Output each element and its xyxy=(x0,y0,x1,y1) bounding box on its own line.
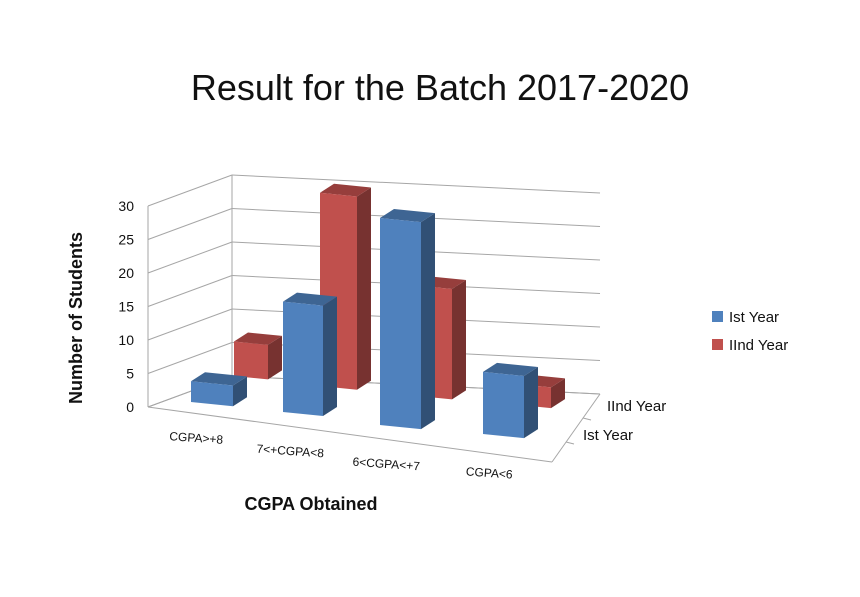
legend-label-ist-year: Ist Year xyxy=(729,309,779,326)
bar-top-face xyxy=(380,208,435,223)
bar-front-face xyxy=(234,341,268,380)
bar-side-face xyxy=(452,279,466,400)
x-category-label: CGPA>+8 xyxy=(169,429,224,447)
bar-side-face xyxy=(233,376,247,407)
bar-side-face xyxy=(268,335,282,380)
floor-right-edge xyxy=(551,393,601,463)
x-category-labels: CGPA>+8 7<+CGPA<8 6<CGPA<+7 CGPA<6 xyxy=(169,429,513,481)
y-axis-title: Number of Students xyxy=(66,232,86,404)
bar-ist-year-3 xyxy=(380,208,435,430)
bar-ist-year-4 xyxy=(483,362,538,439)
y-tick-label: 10 xyxy=(118,332,134,348)
bar-ist-year-1 xyxy=(191,372,247,407)
bar-top-face xyxy=(234,332,282,345)
bar-iind-year-1 xyxy=(234,332,282,380)
bars-ist-year xyxy=(191,208,538,439)
bar-ist-year-2 xyxy=(283,292,337,416)
chart-title: Result for the Batch 2017-2020 xyxy=(191,67,689,108)
gridline-left-wall xyxy=(147,308,233,341)
gridline-left-wall xyxy=(147,208,233,240)
bar-front-face xyxy=(380,217,421,430)
bar-side-face xyxy=(357,187,371,390)
y-tick-labels: 0 5 10 15 20 25 30 xyxy=(118,198,134,415)
x-category-label: CGPA<6 xyxy=(465,464,513,481)
y-tick-label: 0 xyxy=(126,399,134,415)
bar-top-face xyxy=(483,362,538,376)
bar-front-face xyxy=(283,301,323,416)
bar-top-face xyxy=(283,292,337,306)
y-tick-label: 5 xyxy=(126,366,134,382)
bar-side-face xyxy=(524,366,538,439)
x-category-label: 6<CGPA<+7 xyxy=(352,455,421,474)
legend-label-iind-year: IInd Year xyxy=(729,337,788,354)
bar-top-face xyxy=(191,372,247,386)
gridline-left-wall xyxy=(147,174,233,207)
y-tick-label: 25 xyxy=(118,232,134,248)
bar-side-face xyxy=(323,296,337,416)
gridline-left-wall xyxy=(147,275,233,307)
legend-swatch-ist-year xyxy=(712,311,723,322)
floor-front-edge xyxy=(147,406,553,463)
depth-axis-label: IInd Year xyxy=(607,398,666,415)
bar-front-face xyxy=(483,371,524,439)
x-category-label: 7<+CGPA<8 xyxy=(256,442,325,461)
legend-swatch-iind-year xyxy=(712,339,723,350)
gridline-back-wall xyxy=(231,174,601,194)
bar-side-face xyxy=(551,378,565,409)
depth-axis-label: Ist Year xyxy=(583,427,633,444)
depth-axis-labels: Ist Year IInd Year xyxy=(583,398,666,444)
depth-tick xyxy=(582,417,592,421)
y-tick-label: 30 xyxy=(118,198,134,214)
gridline-left-wall xyxy=(147,342,233,374)
bar-front-face xyxy=(191,381,233,407)
y-tick-label: 20 xyxy=(118,265,134,281)
depth-tick xyxy=(565,441,575,445)
bar-top-face xyxy=(320,183,371,197)
legend: Ist Year IInd Year xyxy=(712,309,788,354)
y-tick-label: 15 xyxy=(118,299,134,315)
gridline-left-wall xyxy=(147,241,233,274)
x-axis-title: CGPA Obtained xyxy=(244,494,377,514)
bar-side-face xyxy=(421,213,435,430)
